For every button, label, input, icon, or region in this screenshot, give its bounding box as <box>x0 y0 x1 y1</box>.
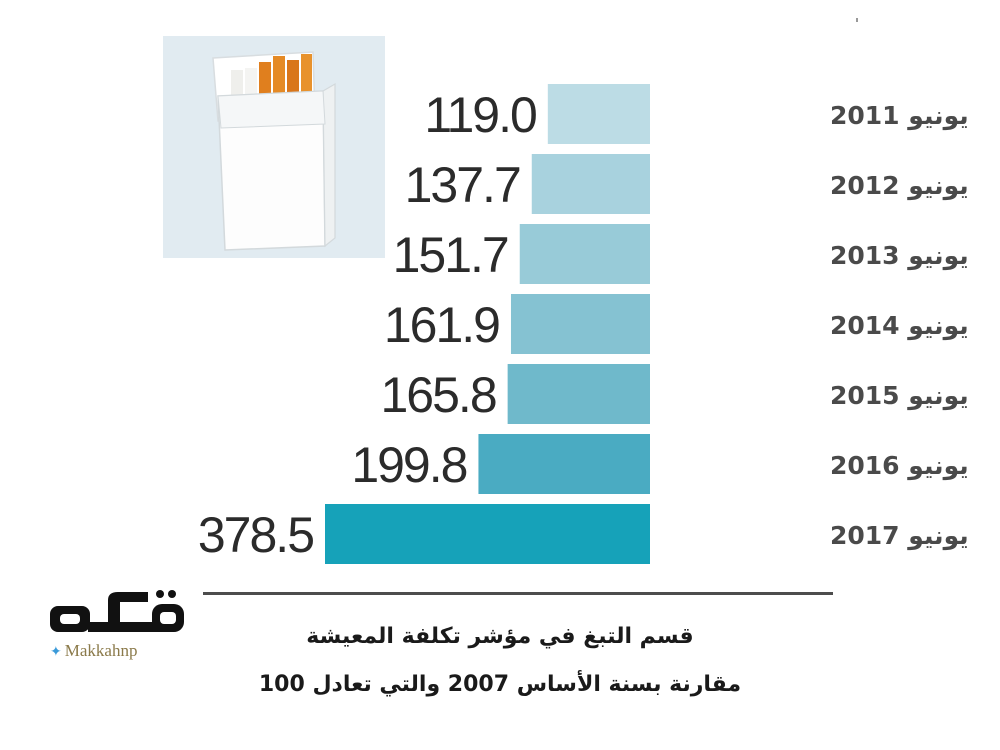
category-label-3: يونيو 2014 <box>830 311 969 341</box>
category-label-5: يونيو 2016 <box>830 451 969 481</box>
bar-4 <box>507 364 650 424</box>
bar-2 <box>519 224 650 284</box>
chart-divider <box>203 592 833 595</box>
value-label-1: 137.7 <box>405 157 520 213</box>
category-label-0: يونيو 2011 <box>830 101 969 131</box>
bar-5 <box>478 434 650 494</box>
corner-mark <box>856 18 858 22</box>
bar-6 <box>325 504 650 564</box>
value-label-2: 151.7 <box>393 227 508 283</box>
cigarette-pack-icon <box>212 51 336 251</box>
value-label-6: 378.5 <box>198 507 313 563</box>
category-label-1: يونيو 2012 <box>830 171 969 201</box>
category-label-6: يونيو 2017 <box>830 521 969 551</box>
bars-group <box>325 84 650 564</box>
makkah-logo-mark <box>50 590 184 632</box>
bar-1 <box>531 154 650 214</box>
value-label-5: 199.8 <box>351 437 466 493</box>
value-label-0: 119.0 <box>424 87 536 143</box>
category-label-2: يونيو 2013 <box>830 241 969 271</box>
twitter-handle: ✦ Makkahnp <box>50 641 138 660</box>
category-labels-group: يونيو 2011 يونيو 2012 يونيو 2013 يونيو 2014… <box>830 101 969 551</box>
cigarette-pack-illustration <box>163 36 385 258</box>
bar-0 <box>547 84 650 144</box>
chart-title: قسم التبغ في مؤشر تكلفة المعيشة <box>306 624 694 649</box>
bar-3 <box>510 294 650 354</box>
value-label-3: 161.9 <box>384 297 499 353</box>
makkah-logo: ✦ Makkahnp <box>44 586 194 666</box>
value-label-4: 165.8 <box>381 367 496 423</box>
twitter-bird-icon: ✦ <box>50 645 62 660</box>
chart-subtitle: مقارنة بسنة الأساس 2007 والتي تعادل 100 <box>258 672 742 697</box>
value-labels-group: 119.0 137.7 151.7 161.9 165.8 199.8 378.5 <box>198 87 538 563</box>
category-label-4: يونيو 2015 <box>830 381 969 411</box>
